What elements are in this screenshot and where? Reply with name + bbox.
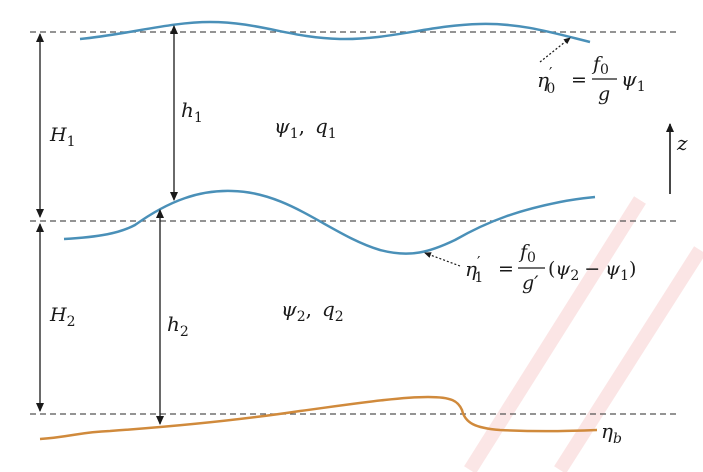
h2-base: h xyxy=(167,312,180,336)
eta1-psi2: ψ xyxy=(555,258,571,280)
q1-symbol: q xyxy=(315,114,328,138)
psi1-sub: 1 xyxy=(290,126,299,142)
q2-sub: 2 xyxy=(335,309,344,325)
H2-label: H2 xyxy=(49,304,76,330)
eta1-psi1: ψ xyxy=(605,258,621,280)
eta1-open-paren: ( xyxy=(548,258,555,280)
psi1-symbol: ψ xyxy=(274,114,290,138)
eta1-prime: ′ xyxy=(477,253,481,271)
eta0-numerator: f0 xyxy=(591,53,609,78)
eta0-sub: 0 xyxy=(546,81,555,97)
z-label: z xyxy=(676,131,688,155)
eta0-equation: η′ 0 = f0 g ψ1 xyxy=(537,53,646,105)
H2-sub: 2 xyxy=(67,314,76,330)
h1-label: h1 xyxy=(181,98,203,126)
eta1-close-paren: ) xyxy=(629,258,636,280)
eta1-lhs: η′ 1 xyxy=(465,253,483,286)
eta0-rhs-sub: 1 xyxy=(637,79,646,95)
H2-base: H xyxy=(49,304,67,326)
h2-sub: 2 xyxy=(180,324,189,340)
lower-layer-label: ψ2, q2 xyxy=(281,297,344,325)
eta0-pointer xyxy=(540,38,570,62)
eta1-num-sub: 0 xyxy=(527,250,536,266)
eta-b-base: η xyxy=(601,419,613,443)
eta1-equals: = xyxy=(498,258,514,280)
eta0-prime: ′ xyxy=(549,64,553,82)
eta0-rhs-psi: ψ xyxy=(621,67,637,91)
eta1-denominator: g′ xyxy=(522,272,539,294)
psi2-sub: 2 xyxy=(297,309,306,325)
interface-curve xyxy=(64,191,595,254)
eta0-denominator: g xyxy=(598,83,610,105)
eta1-minus: − xyxy=(584,258,600,280)
H1-label: H1 xyxy=(49,124,76,150)
eta-b-sub: b xyxy=(613,431,622,447)
eta1-sub: 1 xyxy=(474,270,483,286)
psi2-symbol: ψ xyxy=(281,297,297,321)
eta0-lhs: η′ 0 xyxy=(537,64,555,97)
H1-base: H xyxy=(49,124,67,146)
eta-b-label: ηb xyxy=(601,419,622,447)
H1-sub: 1 xyxy=(67,134,76,150)
eta0-rhs: ψ1 xyxy=(621,67,646,95)
q2-symbol: q xyxy=(322,297,335,321)
eta1-psi1-sub: 1 xyxy=(620,268,629,284)
h1-sub: 1 xyxy=(194,110,203,126)
eta1-pointer xyxy=(425,253,460,266)
eta0-equals: = xyxy=(571,69,587,91)
lower-sep: , xyxy=(306,297,312,321)
eta1-psi2-sub: 2 xyxy=(570,268,579,284)
upper-layer-label: ψ1, q1 xyxy=(274,114,337,142)
h2-label: h2 xyxy=(167,312,189,340)
eta1-numerator: f0 xyxy=(518,241,536,266)
q1-sub: 1 xyxy=(328,126,337,142)
eta0-num-sub: 0 xyxy=(600,62,609,78)
upper-sep: , xyxy=(299,114,305,138)
h1-base: h xyxy=(181,98,194,122)
